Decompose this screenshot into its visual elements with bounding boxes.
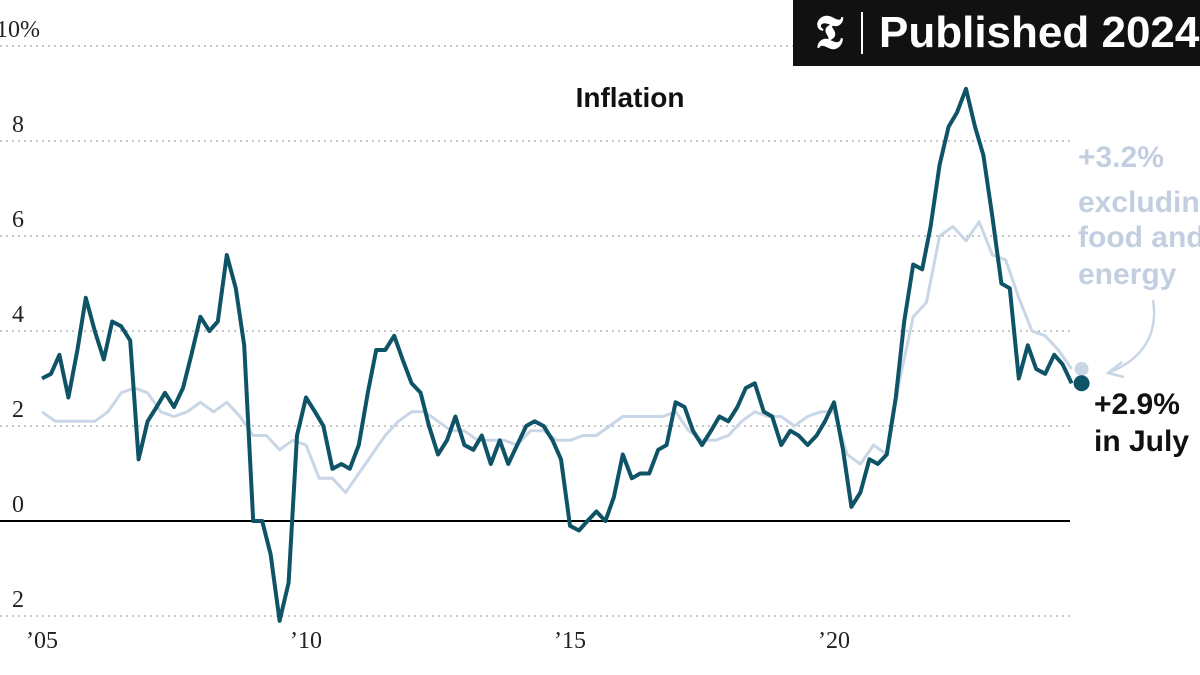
published-badge: 𝕿 Published 2024 <box>793 0 1200 66</box>
annotation-core-line2: excluding <box>1078 186 1200 219</box>
y-tick-label: 2 <box>12 397 24 423</box>
series-endpoint-core <box>1074 362 1089 376</box>
y-tick-label: 6 <box>12 207 24 233</box>
badge-divider <box>861 12 863 54</box>
annotation-headline-line2: in July <box>1094 425 1189 458</box>
y-tick-label: 10% <box>0 17 40 43</box>
nyt-logo-icon: 𝕿 <box>814 6 844 58</box>
y-tick-label: 2 <box>12 587 24 613</box>
series-line-headline <box>41 86 1074 623</box>
annotation-arrowhead <box>1105 361 1125 379</box>
chart-title: Inflation <box>576 82 685 113</box>
y-tick-labels: 10% 8 6 4 2 0 2 <box>0 17 40 613</box>
x-tick-label: ’20 <box>818 628 850 654</box>
annotation-arrow <box>1109 299 1156 374</box>
x-tick-labels: ’05 ’10 ’15 ’20 <box>26 628 850 654</box>
annotation-headline-line1: +2.9% <box>1094 388 1180 421</box>
annotation-core-line3: food and <box>1078 221 1200 254</box>
badge-text: Published 2024 <box>879 8 1200 57</box>
x-tick-label: ’05 <box>26 628 58 654</box>
annotation-core-line1: +3.2% <box>1078 141 1164 174</box>
y-tick-label: 4 <box>12 302 24 328</box>
gridlines <box>0 45 1070 617</box>
series-line-core <box>41 220 1073 494</box>
series-endpoint-headline <box>1073 375 1090 392</box>
x-tick-label: ’15 <box>554 628 586 654</box>
annotation-core-line4: energy <box>1078 258 1177 291</box>
x-tick-label: ’10 <box>290 628 322 654</box>
y-tick-label: 0 <box>12 492 24 518</box>
y-tick-label: 8 <box>12 112 24 138</box>
